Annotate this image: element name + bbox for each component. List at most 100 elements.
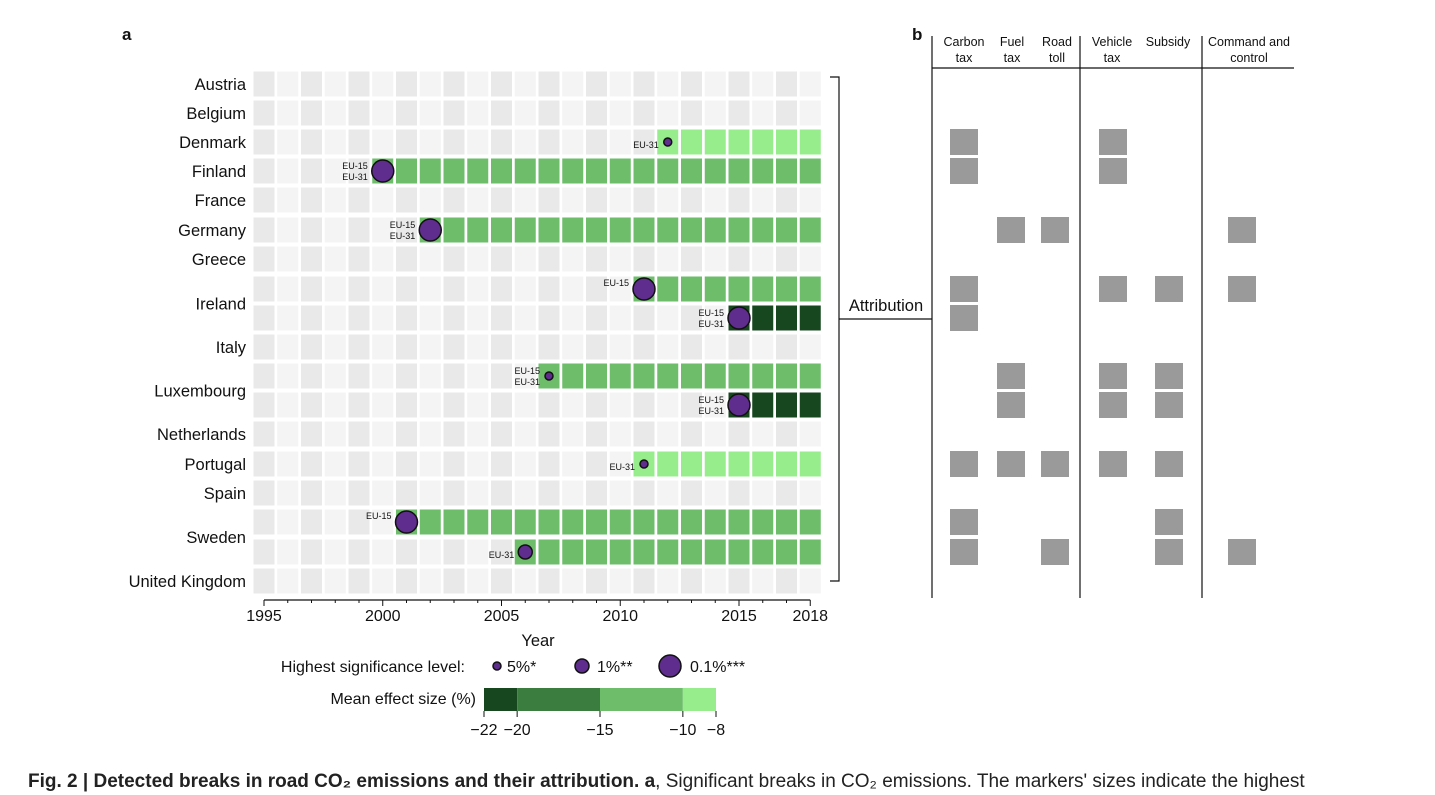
heatmap-cell	[348, 305, 370, 331]
heatmap-cell	[633, 363, 655, 389]
heatmap-cell	[728, 217, 750, 243]
heatmap-cell	[372, 568, 394, 594]
heatmap-cell	[562, 71, 584, 97]
heatmap-cell	[396, 421, 417, 447]
heatmap-cell	[491, 158, 512, 184]
heatmap-cell	[514, 392, 536, 418]
heatmap-cell	[491, 187, 512, 213]
heatmap-cell	[443, 276, 465, 302]
heatmap-cell	[704, 539, 726, 565]
heatmap-cell	[728, 276, 750, 302]
heatmap-cell	[657, 305, 679, 331]
heatmap-cell	[752, 334, 774, 360]
heatmap-cell	[704, 334, 726, 360]
heatmap-cell	[277, 129, 299, 155]
attribution-cell	[997, 217, 1025, 243]
heatmap-cell	[467, 568, 489, 594]
heatmap-cell	[396, 100, 417, 126]
heatmap-cell	[277, 539, 299, 565]
break-marker	[418, 218, 442, 242]
heatmap-cell	[728, 71, 750, 97]
caption-text: , Significant breaks in CO₂ emissions. T…	[655, 771, 1305, 792]
country-label: Belgium	[186, 105, 246, 123]
heatmap-cell	[348, 217, 370, 243]
heatmap-cell	[301, 305, 322, 331]
heatmap-cell	[562, 217, 584, 243]
heatmap-cell	[538, 187, 560, 213]
heatmap-cell	[776, 539, 797, 565]
heatmap-cell	[443, 305, 465, 331]
heatmap-cell	[443, 217, 465, 243]
heatmap-cell	[752, 539, 774, 565]
heatmap-cell	[728, 187, 750, 213]
heatmap-cell	[396, 158, 417, 184]
column-header-line1: Carbon	[944, 35, 985, 49]
heatmap-cell	[799, 100, 821, 126]
heatmap-cell	[253, 158, 275, 184]
heatmap-cell	[586, 568, 607, 594]
heatmap-cell	[277, 451, 299, 477]
heatmap-cell	[657, 158, 679, 184]
heatmap-cell	[467, 71, 489, 97]
heatmap-cell	[348, 246, 370, 272]
heatmap-cell	[681, 451, 702, 477]
x-tick-label: 2015	[721, 608, 757, 625]
heatmap-cell	[372, 246, 394, 272]
attribution-cell	[1155, 363, 1183, 389]
heatmap-cell	[491, 480, 512, 506]
heatmap-cell	[301, 246, 322, 272]
heatmap-cell	[301, 363, 322, 389]
heatmap-cell	[776, 421, 797, 447]
heatmap-cell	[396, 305, 417, 331]
heatmap-cell	[633, 480, 655, 506]
attribution-cell	[1099, 363, 1127, 389]
heatmap-cell	[752, 421, 774, 447]
heatmap-cell	[586, 71, 607, 97]
heatmap-cell	[324, 129, 346, 155]
heatmap-cell	[776, 158, 797, 184]
heatmap-cell	[681, 334, 702, 360]
heatmap-cell	[491, 334, 512, 360]
break-marker	[544, 371, 554, 381]
heatmap-cell	[514, 129, 536, 155]
column-header-line2: tax	[1004, 51, 1021, 65]
attribution-cell	[950, 539, 978, 565]
column-header-line2: tax	[1104, 51, 1121, 65]
break-marker	[371, 159, 395, 183]
heatmap-cell	[396, 392, 417, 418]
heatmap-cell	[657, 246, 679, 272]
country-label: Greece	[192, 251, 246, 269]
heatmap-cell	[514, 509, 536, 535]
heatmap-cell	[396, 187, 417, 213]
heatmap-cell	[776, 334, 797, 360]
sample-label: EU-15	[698, 395, 724, 405]
heatmap-cell	[324, 568, 346, 594]
heatmap-cell	[253, 129, 275, 155]
heatmap-cell	[609, 451, 631, 477]
heatmap-cell	[681, 392, 702, 418]
effect-legend-swatch	[517, 688, 600, 711]
heatmap-cell	[633, 217, 655, 243]
heatmap-cell	[253, 451, 275, 477]
heatmap-cell	[704, 129, 726, 155]
sample-label: EU-31	[342, 172, 368, 182]
attribution-cell	[950, 276, 978, 302]
heatmap-cell	[752, 71, 774, 97]
heatmap-cell	[372, 421, 394, 447]
heatmap-cell	[704, 217, 726, 243]
heatmap-cell	[704, 480, 726, 506]
heatmap-cell	[609, 100, 631, 126]
heatmap-cell	[301, 158, 322, 184]
attribution-cell	[1228, 276, 1256, 302]
heatmap-cell	[277, 276, 299, 302]
heatmap-cell	[586, 421, 607, 447]
attribution-cell	[997, 451, 1025, 477]
heatmap-cell	[586, 480, 607, 506]
heatmap-cell	[681, 509, 702, 535]
heatmap-cell	[324, 305, 346, 331]
heatmap-cell	[491, 421, 512, 447]
heatmap-cell	[514, 158, 536, 184]
heatmap-cell	[372, 451, 394, 477]
heatmap-cell	[348, 187, 370, 213]
heatmap-cell	[776, 305, 797, 331]
